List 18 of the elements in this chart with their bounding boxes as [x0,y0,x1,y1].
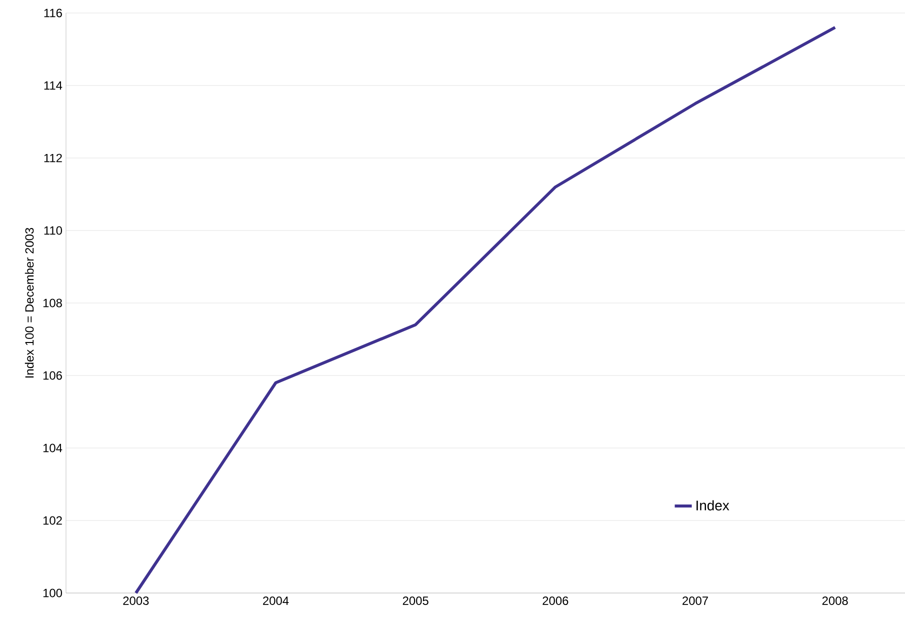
y-tick-label: 112 [44,154,62,162]
x-tick-label: 2008 [822,596,848,605]
y-tick-label: 116 [44,8,62,18]
x-tick-label: 2007 [682,596,708,605]
y-tick-label: 106 [43,371,62,380]
y-tick-label: 104 [43,444,62,452]
x-tick-label: 2004 [263,596,289,605]
y-tick-label: 100 [43,588,62,598]
x-tick-label: 2003 [123,596,149,605]
y-axis-title: Index 100 = December 2003 [24,228,34,378]
y-tick-label: 102 [43,516,62,525]
y-tick-label: 114 [44,81,62,90]
line-series [134,26,837,594]
y-tick-label: 110 [44,226,62,235]
y-tick-label: 108 [43,298,62,308]
legend-label: Index [696,500,730,510]
x-tick-label: 2006 [542,596,568,605]
x-tick-label: 2005 [402,596,428,605]
